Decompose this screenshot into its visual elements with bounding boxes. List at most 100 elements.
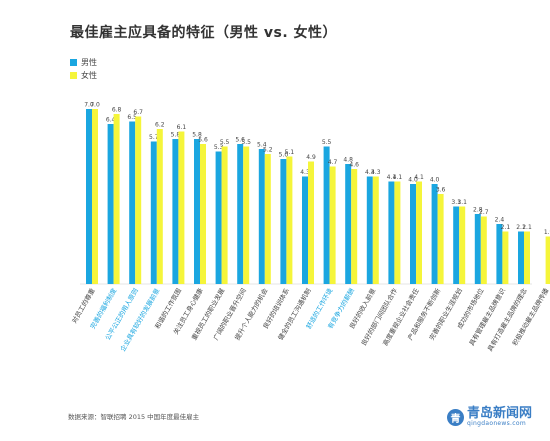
bar-male — [302, 176, 308, 284]
data-label-female: 4.1 — [393, 174, 403, 181]
data-label-male: 5.5 — [322, 139, 332, 146]
data-label-male: 4.1 — [387, 174, 397, 181]
bar-male — [280, 159, 287, 284]
bar-female — [156, 129, 163, 284]
data-label-female: 4.7 — [328, 159, 338, 166]
data-label-male: 2.1 — [516, 224, 526, 231]
legend-label-female: 女性 — [81, 71, 97, 80]
chart-title: 最佳雇主应具备的特征（男性 vs. 女性） — [70, 25, 338, 41]
bar-female — [135, 116, 142, 284]
bar-male — [496, 224, 503, 284]
bar-female — [416, 181, 422, 284]
bar-male — [474, 214, 481, 284]
bar-male — [129, 121, 136, 284]
data-label-male: 6.5 — [127, 114, 137, 121]
data-label-female: 4.3 — [371, 169, 381, 176]
bar-female — [200, 144, 206, 284]
data-label-male: 5.7 — [149, 134, 159, 141]
bar-female — [221, 146, 228, 284]
data-label-female: 2.1 — [522, 224, 532, 231]
bar-male — [518, 231, 524, 284]
data-label-male: 5.4 — [257, 142, 267, 149]
bar-female — [372, 176, 379, 284]
bar-male — [388, 181, 395, 284]
bar-male — [345, 164, 352, 284]
bar-male — [453, 206, 460, 284]
legend-swatch-female — [70, 72, 77, 79]
data-label-female: 4.1 — [414, 174, 424, 181]
bar-female — [264, 154, 271, 284]
data-label-female: 5.6 — [198, 137, 208, 144]
data-label-male: 5.3 — [214, 144, 224, 151]
data-label-female: 4.6 — [349, 162, 359, 169]
bar-female — [545, 236, 550, 284]
source-note: 数据来源：智联招聘 2015 中国年度最佳雇主 — [68, 413, 200, 421]
bar-female — [308, 161, 314, 284]
data-label-male: 4.0 — [430, 177, 440, 184]
bar-male — [410, 184, 416, 284]
bar-male — [86, 109, 92, 284]
data-label-male: 4.3 — [365, 169, 375, 176]
watermark-url: qingdaonews.com — [466, 420, 526, 427]
data-label-female: 5.2 — [263, 147, 273, 154]
watermark-icon: 青 — [446, 408, 464, 426]
bar-male — [215, 151, 222, 284]
data-label-female: 3.1 — [457, 199, 467, 206]
legend-swatch-male — [70, 59, 77, 66]
category-label: 企业具有较好的发展前景 — [118, 286, 162, 353]
data-label-female: 3.6 — [436, 187, 446, 194]
watermark-name: 青岛新闻网 — [466, 406, 532, 421]
bar-female — [286, 156, 293, 284]
bar-male — [366, 176, 373, 284]
data-label-male: 3.1 — [451, 199, 461, 206]
data-label-female: 5.5 — [241, 139, 251, 146]
data-label-male: 5.0 — [279, 152, 289, 159]
data-label-male: 2.4 — [495, 217, 505, 224]
data-label-male: 2.8 — [473, 207, 483, 214]
legend-item-female: 女性 — [70, 70, 97, 81]
bar-male — [323, 146, 330, 284]
bar-female — [524, 231, 530, 284]
watermark-logo: 青 青岛新闻网 qingdaonews.com — [446, 406, 532, 427]
category-label: 具有打造雇主品牌的理念 — [485, 286, 529, 353]
legend-item-male: 男性 — [70, 57, 97, 68]
data-label-female: 1.9 — [544, 229, 550, 236]
data-label-female: 5.1 — [285, 149, 295, 156]
data-label-female: 2.1 — [501, 224, 511, 231]
bar-male — [150, 141, 157, 284]
bar-female — [243, 146, 250, 284]
bar-female — [92, 109, 98, 284]
bar-female — [351, 169, 358, 284]
bar-female — [394, 181, 401, 284]
bar-female — [459, 206, 466, 284]
bar-female — [178, 131, 185, 284]
bar-male — [258, 149, 265, 284]
bar-female — [113, 114, 120, 284]
data-label-female: 6.8 — [112, 107, 122, 114]
bar-female — [480, 216, 487, 284]
data-label-female: 6.7 — [133, 109, 143, 116]
data-label-female: 5.5 — [220, 139, 230, 146]
bar-male — [431, 184, 438, 284]
data-label-male: 5.8 — [171, 132, 181, 139]
data-label-male: 4.3 — [300, 169, 310, 176]
data-label-male: 4.8 — [343, 157, 353, 164]
data-label-female: 6.2 — [155, 122, 165, 129]
bar-male — [172, 139, 179, 284]
bar-female — [437, 194, 444, 284]
bar-male — [107, 124, 114, 284]
data-label-male: 5.6 — [235, 137, 245, 144]
data-label-male: 6.4 — [106, 117, 116, 124]
legend-label-male: 男性 — [81, 58, 97, 67]
data-label-male: 5.8 — [192, 132, 202, 139]
data-label-male: 7.0 — [84, 102, 94, 109]
data-label-female: 2.7 — [479, 209, 489, 216]
data-label-female: 6.1 — [177, 124, 187, 131]
data-label-female: 4.9 — [306, 154, 316, 161]
data-label-male: 4.0 — [408, 177, 418, 184]
category-group: 1.9积极推动雇主品牌传播 — [510, 229, 550, 347]
bar-female — [329, 166, 336, 284]
bar-male — [237, 144, 244, 284]
